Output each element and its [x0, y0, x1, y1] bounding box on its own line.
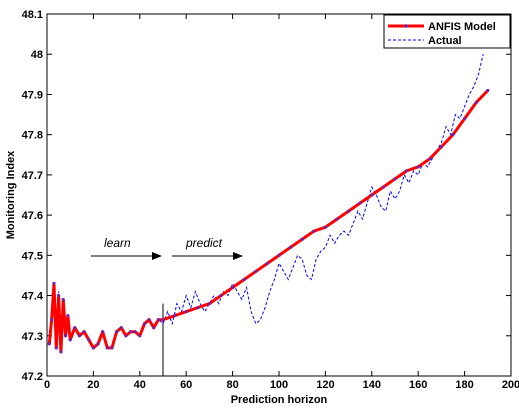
x-tick-label: 0 [44, 379, 50, 391]
data-point-anfis-model [300, 237, 304, 241]
data-point-anfis-model [61, 297, 65, 302]
x-tick-label: 160 [409, 379, 427, 391]
y-tick-label: 47.6 [22, 210, 43, 222]
x-tick-label: 20 [87, 379, 99, 391]
data-point-anfis-model [242, 277, 246, 282]
y-tick-label: 47.2 [22, 371, 43, 383]
y-tick-label: 47.7 [22, 170, 43, 182]
x-tick-label: 80 [226, 379, 238, 391]
data-point-anfis-model [323, 225, 327, 229]
data-point-anfis-model [474, 100, 478, 105]
data-point-anfis-model [381, 185, 385, 189]
data-point-anfis-model [173, 314, 177, 318]
data-point-anfis-model [451, 133, 455, 137]
data-point-anfis-model [105, 346, 109, 350]
x-tick-label: 60 [180, 379, 192, 391]
predict-arrow-head [233, 252, 243, 260]
data-point-anfis-model [184, 310, 188, 314]
legend-label-actual: Actual [428, 35, 462, 47]
data-point-anfis-model [138, 334, 142, 338]
data-point-anfis-model [54, 346, 58, 350]
data-point-anfis-model [101, 330, 105, 334]
data-point-anfis-model [115, 330, 119, 334]
y-tick-label: 47.5 [22, 250, 43, 262]
y-tick-label: 47.8 [22, 130, 43, 142]
y-tick-label: 48 [31, 49, 43, 61]
data-point-anfis-model [231, 285, 235, 290]
y-axis: 47.2 47.3 47.4 47.5 47.6 47.7 47.8 47.9 48 48.1 [22, 9, 511, 383]
x-tick-label: 140 [363, 379, 381, 391]
y-tick-label: 48.1 [22, 9, 43, 21]
data-point-anfis-model [277, 253, 281, 257]
data-point-anfis-model [124, 334, 128, 338]
legend-marker-model [404, 24, 408, 28]
y-tick-label: 47.9 [22, 89, 43, 101]
legend: ANFIS Model Actual [383, 14, 511, 49]
data-point-anfis-model [254, 269, 258, 274]
x-tick-label: 120 [316, 379, 334, 391]
data-point-anfis-model [312, 229, 316, 233]
data-point-anfis-model [156, 318, 160, 322]
data-point-anfis-model [358, 201, 362, 205]
x-axis: 0 20 40 60 80 100 120 140 160 180 200 [44, 14, 519, 391]
data-point-anfis-model [77, 334, 82, 338]
data-point-anfis-model [428, 157, 432, 161]
predict-annotation: predict [172, 236, 243, 260]
data-point-anfis-model [265, 261, 269, 265]
data-point-anfis-model [439, 145, 443, 149]
legend-box [383, 14, 511, 49]
data-point-anfis-model [87, 338, 91, 342]
data-point-anfis-model [219, 293, 223, 298]
data-point-anfis-model [73, 326, 77, 330]
data-point-anfis-model [370, 193, 374, 197]
x-tick-label: 200 [502, 379, 519, 391]
data-point-anfis-model [110, 346, 114, 350]
data-point-anfis-model [405, 169, 409, 173]
y-tick-label: 47.4 [22, 291, 44, 303]
data-point-anfis-model [50, 318, 54, 322]
data-point-anfis-model [57, 293, 61, 298]
data-point-anfis-model [416, 165, 420, 169]
data-point-anfis-model [133, 330, 137, 334]
data-point-anfis-model [486, 88, 490, 93]
learn-annotation: learn [91, 236, 162, 260]
data-point-anfis-model [66, 314, 70, 318]
data-point-anfis-model [142, 322, 147, 326]
x-tick-label: 100 [270, 379, 288, 391]
learn-arrow-head [152, 252, 162, 260]
data-point-anfis-model [152, 326, 156, 330]
data-point-anfis-model [68, 338, 72, 342]
plot-area [46, 13, 512, 377]
data-point-anfis-model [463, 116, 467, 121]
data-point-anfis-model [96, 342, 100, 346]
data-point-anfis-model [59, 350, 63, 354]
series-line-anfis-model [47, 89, 489, 354]
data-point-anfis-model [393, 177, 397, 181]
data-point-anfis-model [207, 302, 211, 306]
x-axis-label: Prediction horizon [231, 394, 328, 406]
data-point-anfis-model [289, 245, 293, 249]
data-point-anfis-model [119, 326, 123, 330]
data-point-anfis-model [63, 334, 68, 338]
data-point-anfis-model [82, 330, 86, 334]
predict-label: predict [185, 236, 223, 250]
data-point-anfis-model [47, 342, 51, 346]
data-point-anfis-model [147, 318, 151, 322]
data-point-anfis-model [335, 217, 339, 221]
x-tick-label: 40 [134, 379, 146, 391]
data-point-anfis-model [347, 209, 351, 213]
data-point-anfis-model [196, 306, 200, 310]
y-tick-label: 47.3 [22, 331, 43, 343]
data-point-anfis-model [161, 318, 165, 322]
x-tick-label: 180 [455, 379, 473, 391]
legend-label-model: ANFIS Model [428, 21, 496, 33]
data-point-anfis-model [52, 281, 56, 286]
data-point-anfis-model [91, 346, 95, 350]
learn-label: learn [104, 236, 131, 250]
y-axis-label: Monitoring Index [5, 150, 17, 239]
data-point-anfis-model [128, 330, 133, 334]
series-layer [47, 54, 490, 354]
